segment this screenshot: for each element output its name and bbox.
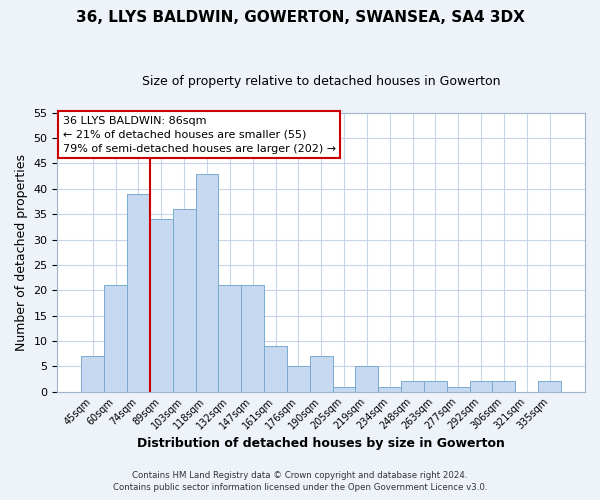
Bar (173, 209, 196, 392)
Bar (538, 382, 561, 392)
Bar (127, 194, 150, 392)
Bar (379, 386, 401, 392)
X-axis label: Distribution of detached houses by size in Gowerton: Distribution of detached houses by size … (137, 437, 505, 450)
Title: Size of property relative to detached houses in Gowerton: Size of property relative to detached ho… (142, 75, 500, 88)
Bar (218, 285, 241, 392)
Bar (470, 382, 493, 392)
Bar (264, 346, 287, 392)
Bar (196, 174, 218, 392)
Y-axis label: Number of detached properties: Number of detached properties (15, 154, 28, 350)
Bar (401, 382, 424, 392)
Bar (287, 366, 310, 392)
Bar (310, 356, 332, 392)
Bar (104, 285, 127, 392)
Text: 36 LLYS BALDWIN: 86sqm
← 21% of detached houses are smaller (55)
79% of semi-det: 36 LLYS BALDWIN: 86sqm ← 21% of detached… (62, 116, 336, 154)
Bar (332, 386, 355, 392)
Bar (493, 382, 515, 392)
Text: Contains HM Land Registry data © Crown copyright and database right 2024.
Contai: Contains HM Land Registry data © Crown c… (113, 471, 487, 492)
Bar (447, 386, 470, 392)
Bar (82, 356, 104, 392)
Bar (241, 285, 264, 392)
Bar (355, 366, 379, 392)
Bar (424, 382, 447, 392)
Bar (150, 219, 173, 392)
Text: 36, LLYS BALDWIN, GOWERTON, SWANSEA, SA4 3DX: 36, LLYS BALDWIN, GOWERTON, SWANSEA, SA4… (76, 10, 524, 25)
